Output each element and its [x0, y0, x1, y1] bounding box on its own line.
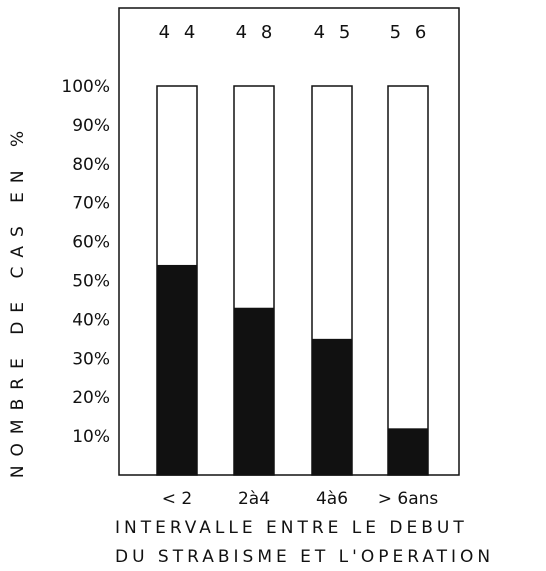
count-labels: 4 4 4 8 4 5 5 6	[159, 22, 431, 43]
category-label: 4à6	[316, 489, 348, 509]
y-tick-label: 100%	[61, 77, 110, 97]
y-tick-label: 20%	[72, 388, 110, 408]
y-axis-label: NOMBRE DE CAS EN %	[8, 122, 28, 478]
bar-fill	[388, 428, 428, 475]
count-label: 5 6	[390, 22, 431, 43]
y-tick-label: 80%	[72, 155, 110, 175]
category-label: < 2	[162, 489, 192, 509]
count-label: 4 5	[314, 22, 355, 43]
y-tick-label: 10%	[72, 427, 110, 447]
y-tick-label: 90%	[72, 116, 110, 136]
category-labels: < 2 2à4 4à6 > 6ans	[162, 489, 439, 509]
category-label: > 6ans	[378, 489, 439, 509]
bar-fill	[234, 307, 274, 475]
y-tick-label: 70%	[72, 194, 110, 214]
y-tick-label: 40%	[72, 310, 110, 330]
category-label: 2à4	[238, 489, 270, 509]
y-tick-labels: 10% 20% 30% 40% 50% 60% 70% 80% 90% 100%	[61, 77, 110, 447]
x-axis-label-line1: INTERVALLE ENTRE LE DEBUT	[115, 518, 468, 538]
count-label: 4 4	[159, 22, 200, 43]
y-tick-label: 30%	[72, 349, 110, 369]
x-axis-label-line2: DU STRABISME ET L'OPERATION	[115, 547, 494, 567]
bars	[156, 85, 429, 476]
bar-fill	[157, 264, 197, 475]
y-tick-label: 60%	[72, 233, 110, 253]
bar-fill	[312, 338, 352, 475]
bar-outline	[387, 85, 429, 476]
y-tick-label: 50%	[72, 272, 110, 292]
count-label: 4 8	[236, 22, 277, 43]
plot-frame	[118, 7, 460, 476]
